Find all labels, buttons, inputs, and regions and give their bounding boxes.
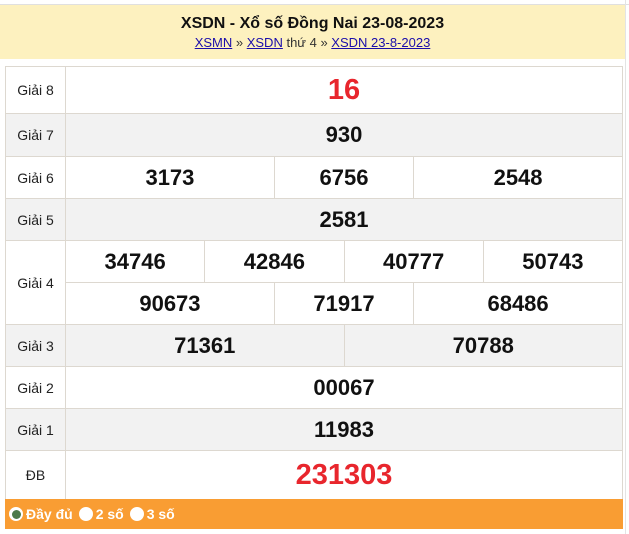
breadcrumb-text: thứ 4 » bbox=[282, 35, 332, 50]
prize-label: Giải 7 bbox=[5, 113, 66, 157]
header: XSDN - Xổ số Đồng Nai 23-08-2023 XSMN » … bbox=[0, 5, 625, 59]
row-dac-biet: ĐB 231303 bbox=[5, 450, 623, 500]
breadcrumb: XSMN » XSDN thứ 4 » XSDN 23-8-2023 bbox=[0, 35, 625, 51]
radio-icon[interactable] bbox=[129, 507, 144, 521]
scrollbar[interactable] bbox=[625, 0, 629, 534]
prize-label: ĐB bbox=[5, 450, 66, 500]
prize-label: Giải 6 bbox=[5, 156, 66, 199]
row-giai-2: Giải 2 00067 bbox=[5, 366, 623, 409]
prize-label: Giải 8 bbox=[5, 66, 66, 114]
display-options: Đầy đủ 2 số 3 số bbox=[5, 499, 623, 529]
prize-number: 34746 bbox=[64, 240, 206, 283]
prize-label: Giải 3 bbox=[5, 324, 66, 367]
prize-number: 11983 bbox=[65, 408, 623, 451]
option-label: 2 số bbox=[95, 506, 124, 522]
option-full[interactable]: Đầy đủ bbox=[9, 506, 73, 522]
prize-label: Giải 1 bbox=[5, 408, 66, 451]
prize-number: 70788 bbox=[343, 324, 623, 367]
prize-number: 16 bbox=[65, 66, 623, 114]
prize-number: 71917 bbox=[273, 282, 415, 325]
breadcrumb-sep: » bbox=[232, 35, 247, 50]
prize-number: 231303 bbox=[65, 450, 623, 500]
row-giai-5: Giải 5 2581 bbox=[5, 198, 623, 241]
breadcrumb-xsdn[interactable]: XSDN bbox=[246, 35, 283, 50]
option-3-digits[interactable]: 3 số bbox=[129, 506, 175, 522]
row-giai-8: Giải 8 16 bbox=[5, 66, 623, 114]
radio-icon[interactable] bbox=[78, 507, 93, 521]
results-table: Giải 8 16 Giải 7 930 Giải 6 3173 6756 25… bbox=[5, 66, 624, 500]
prize-number: 50743 bbox=[482, 240, 624, 283]
prize-number: 42846 bbox=[204, 240, 345, 283]
prize-number: 90673 bbox=[65, 282, 275, 325]
option-label: 3 số bbox=[146, 506, 175, 522]
option-label: Đầy đủ bbox=[26, 506, 73, 522]
prize-number: 68486 bbox=[413, 282, 623, 325]
prize-number: 3173 bbox=[65, 156, 275, 199]
prize-number: 71361 bbox=[65, 324, 345, 367]
prize-number: 930 bbox=[65, 113, 623, 157]
prize-number: 40777 bbox=[343, 240, 484, 283]
prize-number: 6756 bbox=[273, 156, 415, 199]
top-border bbox=[0, 0, 629, 5]
row-giai-6: Giải 6 3173 6756 2548 bbox=[5, 156, 623, 199]
page-title: XSDN - Xổ số Đồng Nai 23-08-2023 bbox=[180, 15, 445, 32]
prize-number: 00067 bbox=[65, 366, 623, 409]
row-giai-4-b: 90673 71917 68486 bbox=[6, 282, 623, 325]
prize-number: 2548 bbox=[413, 156, 623, 199]
row-giai-1: Giải 1 11983 bbox=[5, 408, 623, 451]
row-giai-4: Giải 4 34746 42846 40777 50743 bbox=[5, 240, 624, 325]
prize-number: 2581 bbox=[65, 198, 623, 241]
row-giai-3: Giải 3 71361 70788 bbox=[5, 324, 623, 367]
prize-label: Giải 4 bbox=[5, 240, 66, 325]
option-2-digits[interactable]: 2 số bbox=[78, 506, 124, 522]
breadcrumb-date[interactable]: XSDN 23-8-2023 bbox=[331, 35, 431, 50]
radio-selected-icon[interactable] bbox=[9, 507, 23, 521]
prize-label: Giải 5 bbox=[5, 198, 66, 241]
prize-label: Giải 2 bbox=[5, 366, 66, 409]
row-giai-7: Giải 7 930 bbox=[5, 113, 623, 157]
breadcrumb-xsmn[interactable]: XSMN bbox=[194, 35, 233, 50]
